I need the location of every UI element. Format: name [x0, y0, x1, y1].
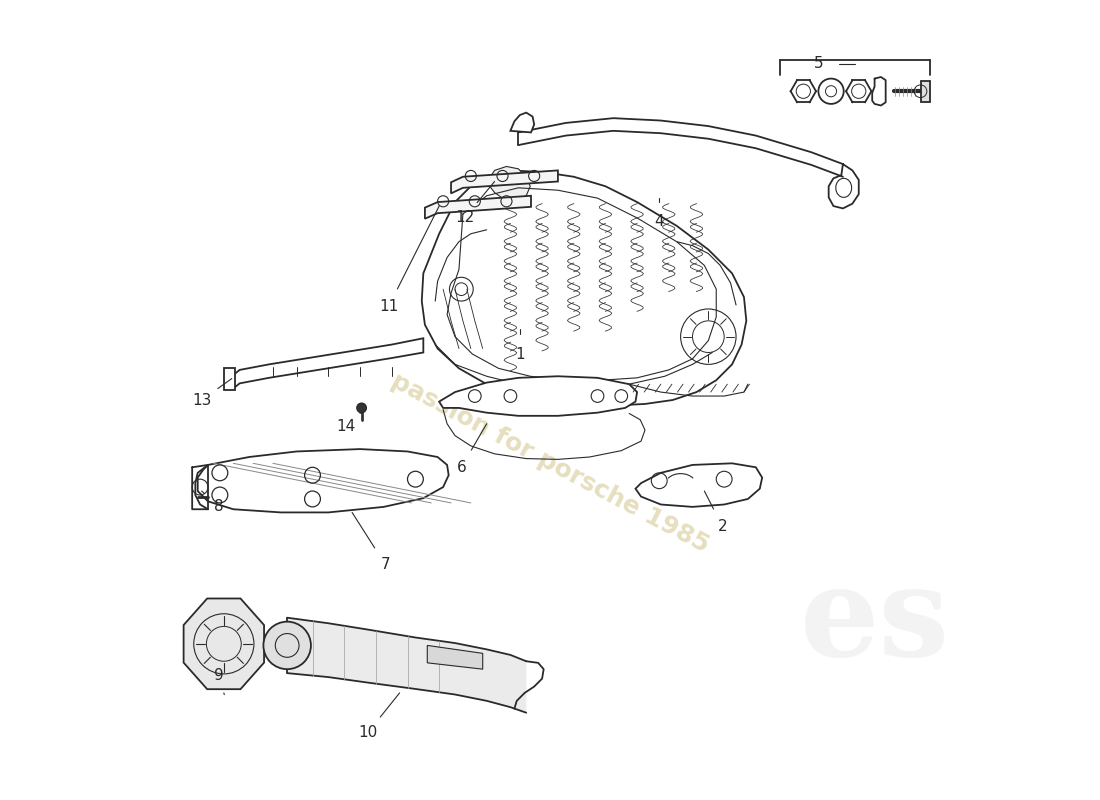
Text: 7: 7: [381, 557, 390, 572]
Text: 12: 12: [455, 210, 474, 226]
Text: 6: 6: [456, 460, 466, 474]
Polygon shape: [439, 376, 637, 416]
Polygon shape: [636, 463, 762, 507]
Polygon shape: [921, 81, 929, 102]
Text: passion for porsche 1985: passion for porsche 1985: [387, 369, 713, 558]
Text: 5: 5: [814, 56, 824, 71]
Polygon shape: [425, 196, 531, 218]
Circle shape: [356, 403, 366, 413]
Text: 2: 2: [718, 519, 727, 534]
Text: es: es: [800, 561, 949, 682]
Polygon shape: [232, 338, 424, 390]
Polygon shape: [184, 598, 264, 689]
Text: 10: 10: [359, 725, 377, 740]
Polygon shape: [421, 170, 746, 406]
Text: 14: 14: [337, 418, 355, 434]
Text: 1: 1: [515, 346, 525, 362]
Text: 4: 4: [654, 214, 664, 230]
Polygon shape: [486, 166, 530, 201]
Text: 13: 13: [192, 393, 211, 407]
Polygon shape: [427, 646, 483, 669]
Polygon shape: [510, 113, 535, 133]
Text: 11: 11: [378, 299, 398, 314]
Text: 9: 9: [214, 668, 224, 683]
Polygon shape: [287, 618, 526, 713]
Circle shape: [263, 622, 311, 669]
Polygon shape: [451, 170, 558, 194]
Polygon shape: [198, 449, 449, 513]
Text: 8: 8: [214, 499, 224, 514]
Polygon shape: [223, 368, 235, 390]
